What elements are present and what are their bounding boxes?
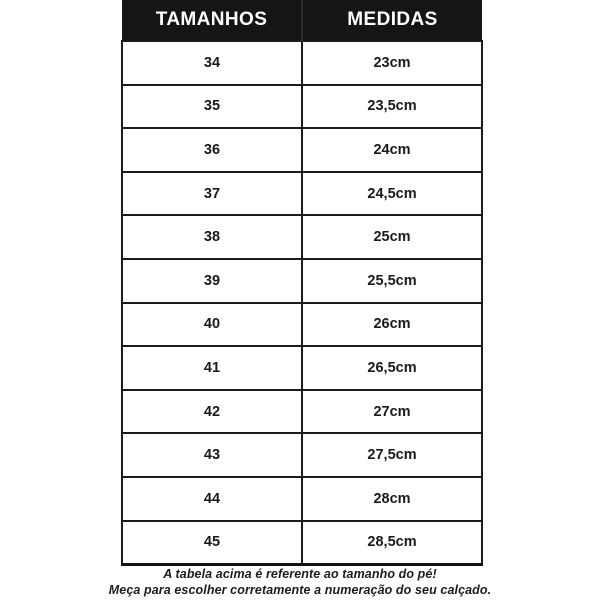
table-row: 42 27cm <box>121 388 483 435</box>
cell-size: 41 <box>121 345 303 391</box>
cell-size: 45 <box>121 519 303 566</box>
cell-size: 39 <box>121 257 303 304</box>
table-body: 34 23cm 35 23,5cm 36 24cm 37 24,5cm 38 2… <box>121 40 483 566</box>
cell-measure: 25cm <box>302 214 483 260</box>
shoe-size-table: TAMANHOS MEDIDAS 34 23cm 35 23,5cm 36 24… <box>121 0 483 566</box>
column-header-sizes: TAMANHOS <box>122 0 303 41</box>
footnote-line-1: A tabela acima é referente ao tamanho do… <box>163 567 437 581</box>
table-row: 43 27,5cm <box>121 432 483 478</box>
table-row: 37 24,5cm <box>121 170 483 217</box>
cell-size: 43 <box>121 432 303 478</box>
cell-size: 40 <box>121 301 303 348</box>
cell-measure: 24cm <box>302 127 483 173</box>
footnote-line-2: Meça para escolher corretamente a numera… <box>108 583 492 597</box>
footnotes: A tabela acima é referente ao tamanho do… <box>0 566 600 598</box>
table-header-row: TAMANHOS MEDIDAS <box>122 0 482 41</box>
column-header-measures: MEDIDAS <box>302 0 482 41</box>
table-row: 36 24cm <box>121 127 483 173</box>
table-row: 35 23,5cm <box>121 83 483 130</box>
cell-measure: 23,5cm <box>302 83 483 130</box>
cell-measure: 27cm <box>302 388 483 435</box>
cell-measure: 24,5cm <box>302 170 483 217</box>
cell-size: 34 <box>121 40 303 86</box>
cell-measure: 28,5cm <box>302 519 483 566</box>
cell-measure: 26cm <box>302 301 483 348</box>
table-row: 34 23cm <box>121 40 483 86</box>
table-row: 38 25cm <box>121 214 483 260</box>
cell-size: 38 <box>121 214 303 260</box>
cell-measure: 26,5cm <box>302 345 483 391</box>
table-row: 44 28cm <box>121 475 483 522</box>
table-row: 40 26cm <box>121 301 483 348</box>
cell-size: 36 <box>121 127 303 173</box>
cell-measure: 23cm <box>302 40 483 86</box>
cell-size: 44 <box>121 475 303 522</box>
cell-size: 42 <box>121 388 303 435</box>
table-row: 41 26,5cm <box>121 345 483 391</box>
cell-size: 37 <box>121 170 303 217</box>
cell-size: 35 <box>121 83 303 130</box>
cell-measure: 28cm <box>302 475 483 522</box>
cell-measure: 25,5cm <box>302 257 483 304</box>
table-row: 45 28,5cm <box>121 519 483 566</box>
cell-measure: 27,5cm <box>302 432 483 478</box>
table-header: TAMANHOS MEDIDAS <box>122 0 482 41</box>
table-row: 39 25,5cm <box>121 257 483 304</box>
